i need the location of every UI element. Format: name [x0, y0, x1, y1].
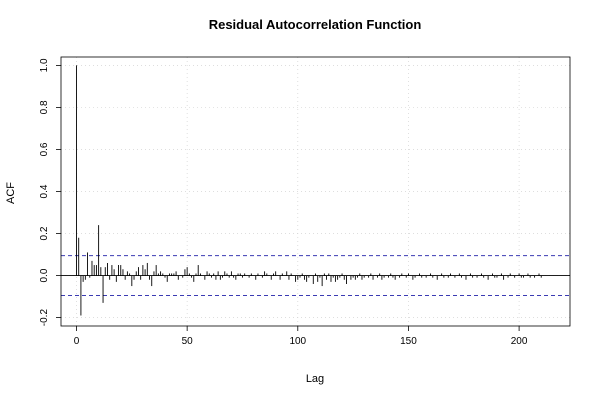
x-tick-label: 200 [511, 336, 528, 347]
x-axis: 0 50 100 150 200 [74, 326, 528, 347]
x-tick-label: 0 [74, 336, 80, 347]
y-tick-label: 0.8 [39, 100, 50, 114]
y-axis-label: ACF [5, 182, 17, 204]
chart-title: Residual Autocorrelation Function [209, 17, 422, 32]
x-tick-label: 50 [182, 336, 194, 347]
confidence-bounds [61, 255, 570, 297]
x-axis-label: Lag [306, 373, 324, 385]
y-tick-label: 1.0 [39, 58, 50, 72]
y-tick-label: 0.6 [39, 142, 50, 156]
grid [61, 57, 570, 326]
y-tick-label: 0.4 [39, 184, 50, 198]
acf-stems [61, 65, 570, 316]
y-tick-label: -0.2 [39, 309, 50, 327]
y-tick-label: 0.2 [39, 226, 50, 240]
y-tick-label: 0.0 [39, 268, 50, 282]
plot-frame [60, 56, 571, 327]
x-tick-label: 150 [400, 336, 417, 347]
x-tick-label: 100 [289, 336, 306, 347]
y-axis: -0.2 0.0 0.2 0.4 0.6 0.8 1.0 [39, 58, 61, 326]
